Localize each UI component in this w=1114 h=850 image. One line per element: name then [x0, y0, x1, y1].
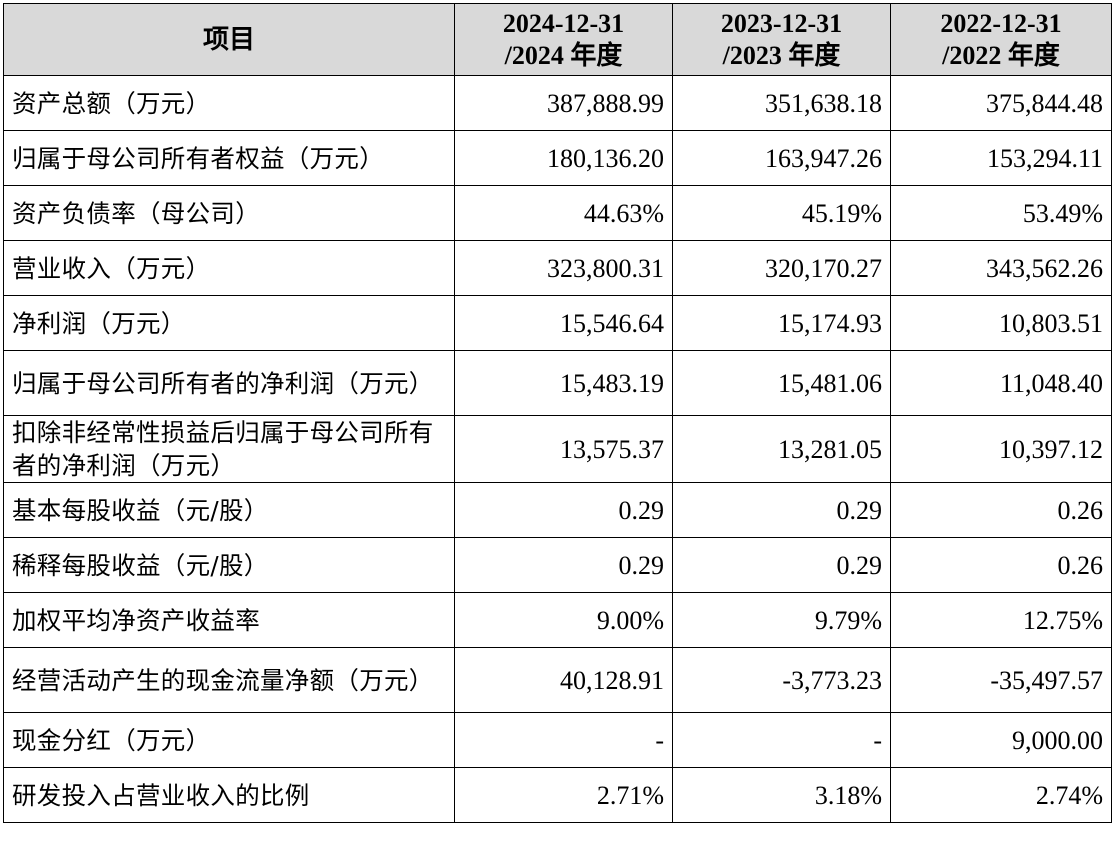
cell-2022: 153,294.11	[890, 130, 1112, 186]
row-label: 资产总额（万元）	[3, 75, 455, 131]
cell-2024: 15,483.19	[454, 350, 673, 416]
header-2023: 2023-12-31 /2023 年度	[672, 3, 891, 76]
header-2023-date: 2023-12-31	[720, 8, 843, 38]
cell-2023: 351,638.18	[672, 75, 891, 131]
row-label: 净利润（万元）	[3, 295, 455, 351]
table-row: 营业收入（万元） 323,800.31 320,170.27 343,562.2…	[3, 240, 1112, 296]
table-row: 经营活动产生的现金流量净额（万元） 40,128.91 -3,773.23 -3…	[3, 647, 1112, 713]
header-2024-year: /2024 年度	[504, 40, 623, 70]
cell-2023: 15,481.06	[672, 350, 891, 416]
table-row: 研发投入占营业收入的比例 2.71% 3.18% 2.74%	[3, 767, 1112, 823]
table-row: 净利润（万元） 15,546.64 15,174.93 10,803.51	[3, 295, 1112, 351]
cell-2024: 15,546.64	[454, 295, 673, 351]
cell-2022: 343,562.26	[890, 240, 1112, 296]
financial-data-table: 项目 2024-12-31 /2024 年度 2023-12-31 /2023 …	[3, 3, 1112, 823]
cell-2023: 320,170.27	[672, 240, 891, 296]
cell-2024: 9.00%	[454, 592, 673, 648]
cell-2022: 0.26	[890, 482, 1112, 538]
table-row: 资产负债率（母公司） 44.63% 45.19% 53.49%	[3, 185, 1112, 241]
table-row: 扣除非经常性损益后归属于母公司所有者的净利润（万元） 13,575.37 13,…	[3, 415, 1112, 483]
cell-2023: 45.19%	[672, 185, 891, 241]
cell-2024: 2.71%	[454, 767, 673, 823]
cell-2024: -	[454, 712, 673, 768]
cell-2022: 375,844.48	[890, 75, 1112, 131]
row-label: 加权平均净资产收益率	[3, 592, 455, 648]
table-row: 加权平均净资产收益率 9.00% 9.79% 12.75%	[3, 592, 1112, 648]
cell-2022: 10,803.51	[890, 295, 1112, 351]
cell-2023: 3.18%	[672, 767, 891, 823]
table-row: 稀释每股收益（元/股） 0.29 0.29 0.26	[3, 537, 1112, 593]
row-label: 归属于母公司所有者权益（万元）	[3, 130, 455, 186]
cell-2024: 180,136.20	[454, 130, 673, 186]
row-label: 基本每股收益（元/股）	[3, 482, 455, 538]
row-label: 研发投入占营业收入的比例	[3, 767, 455, 823]
cell-2023: 9.79%	[672, 592, 891, 648]
header-2022-date: 2022-12-31	[940, 8, 1062, 38]
row-label: 经营活动产生的现金流量净额（万元）	[3, 647, 455, 713]
cell-2023: -3,773.23	[672, 647, 891, 713]
cell-2023: 13,281.05	[672, 415, 891, 483]
cell-2024: 0.29	[454, 537, 673, 593]
cell-2023: 0.29	[672, 482, 891, 538]
cell-2023: -	[672, 712, 891, 768]
cell-2023: 163,947.26	[672, 130, 891, 186]
row-label: 资产负债率（母公司）	[3, 185, 455, 241]
cell-2024: 40,128.91	[454, 647, 673, 713]
table-row: 基本每股收益（元/股） 0.29 0.29 0.26	[3, 482, 1112, 538]
cell-2023: 15,174.93	[672, 295, 891, 351]
row-label: 现金分红（万元）	[3, 712, 455, 768]
cell-2022: 0.26	[890, 537, 1112, 593]
row-label: 营业收入（万元）	[3, 240, 455, 296]
header-2023-year: /2023 年度	[722, 40, 841, 70]
cell-2024: 387,888.99	[454, 75, 673, 131]
table-row: 归属于母公司所有者的净利润（万元） 15,483.19 15,481.06 11…	[3, 350, 1112, 416]
cell-2022: 12.75%	[890, 592, 1112, 648]
table-row: 现金分红（万元） - - 9,000.00	[3, 712, 1112, 768]
cell-2023: 0.29	[672, 537, 891, 593]
cell-2024: 0.29	[454, 482, 673, 538]
header-2022-year: /2022 年度	[942, 40, 1060, 70]
header-2022: 2022-12-31 /2022 年度	[890, 3, 1112, 76]
cell-2022: 9,000.00	[890, 712, 1112, 768]
row-label: 归属于母公司所有者的净利润（万元）	[3, 350, 455, 416]
header-2024: 2024-12-31 /2024 年度	[454, 3, 673, 76]
row-label: 稀释每股收益（元/股）	[3, 537, 455, 593]
cell-2022: 10,397.12	[890, 415, 1112, 483]
table-row: 资产总额（万元） 387,888.99 351,638.18 375,844.4…	[3, 75, 1112, 131]
header-2024-date: 2024-12-31	[502, 8, 625, 38]
row-label: 扣除非经常性损益后归属于母公司所有者的净利润（万元）	[3, 415, 455, 483]
cell-2024: 323,800.31	[454, 240, 673, 296]
cell-2022: 11,048.40	[890, 350, 1112, 416]
cell-2024: 44.63%	[454, 185, 673, 241]
table-row: 归属于母公司所有者权益（万元） 180,136.20 163,947.26 15…	[3, 130, 1112, 186]
cell-2022: 2.74%	[890, 767, 1112, 823]
cell-2022: -35,497.57	[890, 647, 1112, 713]
cell-2022: 53.49%	[890, 185, 1112, 241]
header-item: 项目	[3, 3, 455, 76]
table-header-row: 项目 2024-12-31 /2024 年度 2023-12-31 /2023 …	[3, 3, 1112, 76]
cell-2024: 13,575.37	[454, 415, 673, 483]
